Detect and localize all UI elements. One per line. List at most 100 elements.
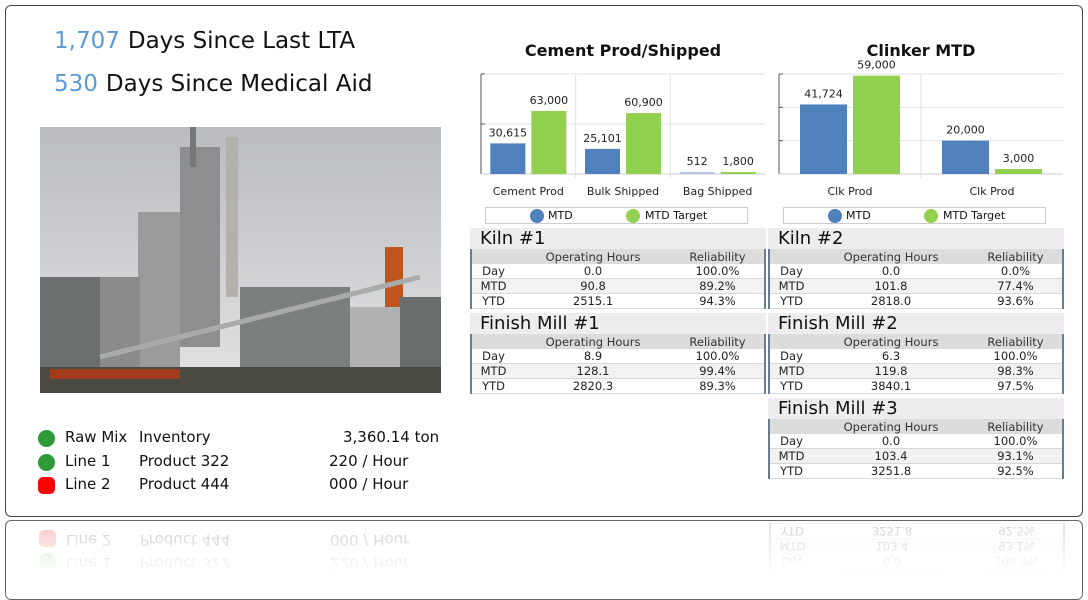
equipment-table: Finish Mill #1 Operating Hours Reliability… <box>470 313 766 394</box>
category-label: Bulk Shipped <box>587 185 659 198</box>
column-header <box>769 334 814 349</box>
legend-marker-icon <box>828 209 842 223</box>
bar[interactable] <box>531 111 567 174</box>
data-label: 41,724 <box>804 87 843 100</box>
table-row: YTD 3840.1 97.5% <box>769 378 1063 394</box>
status-value: 3,360.14 ton <box>343 428 440 446</box>
column-header <box>471 334 516 349</box>
reflection: Raw Mix Inventory 3,360.14 ton Line 1 Pr… <box>5 520 1083 600</box>
status-indicator-icon <box>38 453 55 471</box>
table-title: Finish Mill #1 <box>470 313 766 334</box>
table-cell: 94.3% <box>670 293 765 309</box>
bar[interactable] <box>800 104 847 174</box>
table-cell: 100.0% <box>670 264 765 279</box>
table-cell: YTD <box>471 293 516 309</box>
status-value: 000 / Hour <box>329 475 409 493</box>
table-cell: MTD <box>471 278 516 294</box>
table-cell: 100.0% <box>968 434 1063 449</box>
status-name: Line 1 <box>65 451 111 470</box>
table-cell: MTD <box>769 278 814 294</box>
counter-lta: 1,707 Days Since Last LTA <box>54 28 356 54</box>
table-cell: Day <box>769 349 814 364</box>
status-value: 220 / Hour <box>329 451 409 470</box>
bar[interactable] <box>720 172 756 174</box>
column-header: Reliability <box>968 334 1063 349</box>
table-cell: YTD <box>769 293 814 309</box>
data-label: 30,615 <box>489 126 527 139</box>
table-cell: 103.4 <box>813 448 969 464</box>
legend-label: MTD <box>846 209 871 222</box>
table-cell: 98.3% <box>968 363 1063 379</box>
chart-title-clinker: Clinker MTD <box>866 41 976 60</box>
table-cell: YTD <box>769 378 814 394</box>
data-label: 25,101 <box>583 132 622 145</box>
table-row: YTD 2820.3 89.3% <box>471 378 765 394</box>
table-cell: Day <box>471 349 516 364</box>
table-cell: 93.6% <box>968 293 1063 309</box>
table-cell: 2515.1 <box>515 293 671 309</box>
legend-label: MTD Target <box>943 209 1006 222</box>
table-row: YTD 2818.0 93.6% <box>769 293 1063 309</box>
table-cell: 2818.0 <box>813 293 969 309</box>
table-cell: 93.1% <box>968 448 1063 464</box>
equipment-table: Kiln #2 Operating Hours Reliability Day 0.0 0… <box>768 228 1064 309</box>
column-header: Operating Hours <box>515 334 671 349</box>
data-label: 63,000 <box>530 94 569 107</box>
table-cell: 6.3 <box>813 349 969 364</box>
column-header: Operating Hours <box>813 249 969 264</box>
category-label: Clk Prod <box>969 185 1014 198</box>
legend-marker-icon <box>924 209 938 223</box>
data-label: 3,000 <box>1003 152 1035 165</box>
table-cell: 8.9 <box>515 349 671 364</box>
data-label: 60,900 <box>624 96 663 109</box>
table-row: YTD 2515.1 94.3% <box>471 293 765 309</box>
legend-label: MTD <box>548 209 573 222</box>
table-cell: Day <box>471 264 516 279</box>
table-cell: 92.5% <box>968 463 1063 479</box>
bar[interactable] <box>853 75 900 174</box>
table-cell: 77.4% <box>968 278 1063 294</box>
column-header: Reliability <box>968 419 1063 434</box>
column-header: Reliability <box>670 249 765 264</box>
column-header: Operating Hours <box>515 249 671 264</box>
bar[interactable] <box>585 148 620 174</box>
table-cell: 89.2% <box>670 278 765 294</box>
column-header <box>769 419 814 434</box>
table-row: MTD 128.1 99.4% <box>471 363 765 379</box>
table-title: Finish Mill #2 <box>768 313 1064 334</box>
chart-legend: MTD MTD Target <box>783 207 1046 224</box>
table-cell: 0.0 <box>813 264 969 279</box>
table-cell: 90.8 <box>515 278 671 294</box>
plant-photo <box>40 127 441 393</box>
bar[interactable] <box>490 143 526 174</box>
legend-marker-icon <box>626 209 640 223</box>
data-label: 59,000 <box>857 59 896 72</box>
table-title: Kiln #2 <box>768 228 1064 249</box>
equipment-table: Finish Mill #2 Operating Hours Reliability… <box>768 313 1064 394</box>
table-row: Day 6.3 100.0% <box>769 349 1063 364</box>
legend-label: MTD Target <box>645 209 708 222</box>
table-cell: YTD <box>471 378 516 394</box>
bar[interactable] <box>942 140 989 174</box>
table-title: Finish Mill #3 <box>768 398 1064 419</box>
bar[interactable] <box>679 172 715 174</box>
table-cell: 128.1 <box>515 363 671 379</box>
table-row: Day 0.0 0.0% <box>769 264 1063 279</box>
column-header <box>769 249 814 264</box>
bar[interactable] <box>626 113 661 174</box>
table-row: MTD 119.8 98.3% <box>769 363 1063 379</box>
table-row: MTD 101.8 77.4% <box>769 278 1063 294</box>
status-indicator-icon <box>38 477 55 494</box>
status-row: Raw Mix Inventory 3,360.14 ton <box>38 428 448 450</box>
bar[interactable] <box>995 169 1042 174</box>
table-cell: Day <box>769 434 814 449</box>
category-label: Cement Prod <box>493 185 564 198</box>
table-cell: 89.3% <box>670 378 765 394</box>
table-cell: Day <box>769 264 814 279</box>
table-cell: 119.8 <box>813 363 969 379</box>
table-cell: 3251.8 <box>813 463 969 479</box>
